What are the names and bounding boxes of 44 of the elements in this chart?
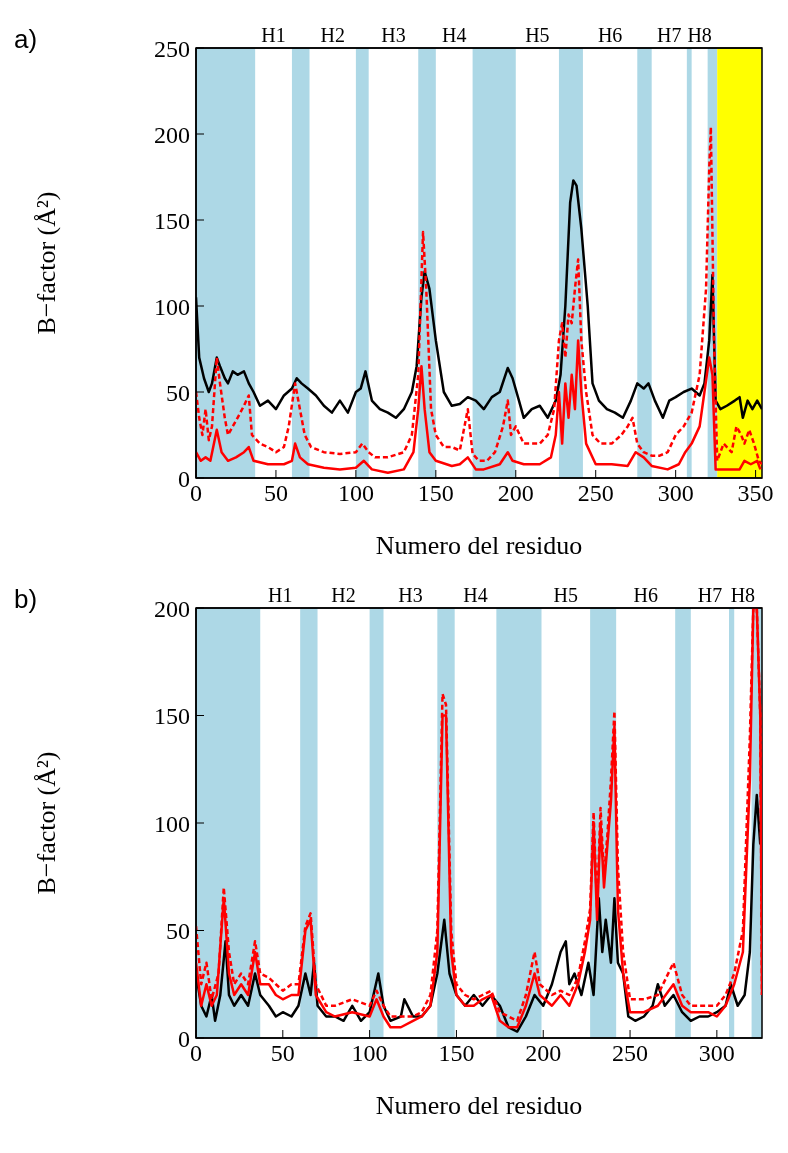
- text: H3: [398, 584, 423, 606]
- text: H6: [597, 24, 623, 46]
- y-tick-label: 200: [154, 595, 190, 622]
- x-tick-label: 300: [657, 480, 694, 507]
- text: H5: [525, 24, 550, 46]
- x-tick-label: 200: [497, 480, 534, 507]
- x-tick-label: 50: [263, 480, 288, 507]
- text: H5: [553, 584, 579, 606]
- y-tick-label: 200: [154, 121, 190, 148]
- x-tick-label: 150: [438, 1040, 475, 1067]
- x-axis-title: Numero del residuo: [375, 1091, 583, 1120]
- text: H8: [730, 584, 756, 606]
- x-tick-label: 200: [525, 1040, 562, 1067]
- y-tick-label: 50: [166, 918, 190, 945]
- text: H8: [687, 24, 712, 46]
- y-axis-title: B−factor (Å²): [32, 751, 62, 895]
- y-tick-label: 150: [154, 207, 190, 234]
- text: H4: [441, 24, 467, 46]
- x-tick-label: 100: [351, 1040, 388, 1067]
- text: b): [14, 584, 38, 615]
- text: H2: [320, 24, 345, 46]
- text: H7: [697, 584, 723, 606]
- x-axis-title: Numero del residuo: [375, 531, 583, 560]
- y-tick-label: 100: [154, 293, 190, 320]
- y-axis-title: B−factor (Å²): [32, 191, 62, 335]
- text: H6: [633, 584, 658, 606]
- text: a): [14, 24, 38, 55]
- x-tick-label: 100: [337, 480, 374, 507]
- x-tick-label: 250: [612, 1040, 649, 1067]
- text: H1: [261, 24, 286, 46]
- text: H4: [463, 584, 488, 606]
- text: H3: [381, 24, 406, 46]
- x-tick-label: 300: [698, 1040, 735, 1067]
- y-tick-label: 50: [166, 379, 190, 406]
- x-tick-label: 250: [577, 480, 614, 507]
- x-tick-label: 150: [417, 480, 454, 507]
- text: H2: [331, 584, 356, 606]
- text: H7: [657, 24, 682, 46]
- y-tick-label: 150: [154, 703, 190, 730]
- y-tick-label: 100: [154, 810, 190, 837]
- x-tick-label: 50: [270, 1040, 295, 1067]
- x-tick-label: 350: [737, 480, 774, 507]
- text: H1: [267, 584, 293, 606]
- y-tick-label: 250: [154, 35, 190, 62]
